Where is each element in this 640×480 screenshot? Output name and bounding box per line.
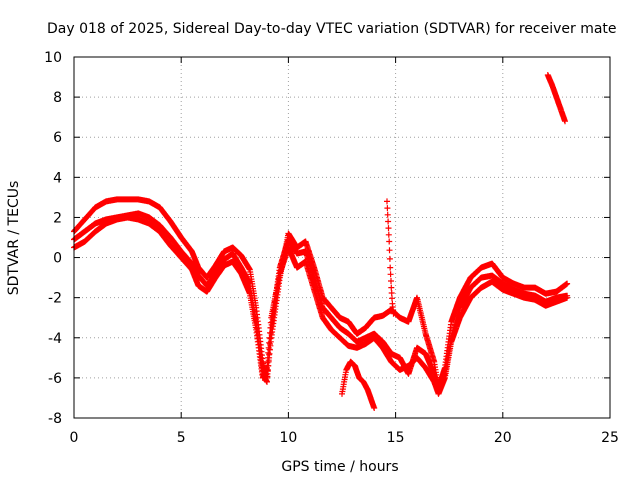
y-axis-label: SDTVAR / TECUs bbox=[6, 181, 22, 296]
plot-frame bbox=[73, 56, 611, 419]
y-tick-label: 0 bbox=[53, 251, 62, 267]
series-4 bbox=[544, 72, 568, 125]
y-tick-label: 6 bbox=[53, 130, 62, 146]
tick-layer: 0 5 10 15 20 25 -8 -6 -4 -2 0 2 4 6 8 10 bbox=[44, 50, 619, 446]
x-tick-label: 15 bbox=[387, 430, 405, 446]
x-tick-label: 10 bbox=[279, 430, 297, 446]
x-tick-label: 25 bbox=[601, 430, 619, 446]
x-tick-label: 5 bbox=[177, 430, 186, 446]
y-tick-label: -2 bbox=[48, 291, 62, 307]
y-tick-label: 10 bbox=[44, 50, 62, 66]
data-point-markers bbox=[384, 198, 397, 317]
x-axis-label: GPS time / hours bbox=[281, 459, 398, 475]
data-point-markers bbox=[339, 358, 378, 411]
x-tick-label: 20 bbox=[494, 430, 512, 446]
y-tick-label: 8 bbox=[53, 90, 62, 106]
x-tick-label: 0 bbox=[70, 430, 79, 446]
series-5 bbox=[339, 358, 378, 411]
y-tick-label: -8 bbox=[48, 411, 62, 427]
y-tick-label: -6 bbox=[48, 371, 62, 387]
chart-title: Day 018 of 2025, Sidereal Day-to-day VTE… bbox=[47, 21, 617, 37]
data-point-markers bbox=[544, 72, 568, 125]
y-tick-label: 2 bbox=[53, 210, 62, 226]
series-6 bbox=[384, 198, 397, 317]
y-tick-label: -4 bbox=[48, 331, 62, 347]
y-tick-label: 4 bbox=[53, 170, 62, 186]
